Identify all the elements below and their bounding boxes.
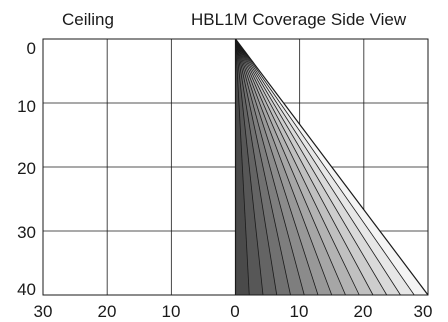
x-axis-ticks: 30 20 10 0 10 20 30 <box>34 302 433 321</box>
coverage-ray <box>235 38 333 296</box>
x-tick-label: 20 <box>98 302 117 321</box>
y-tick-label: 40 <box>17 280 36 299</box>
ceiling-label: Ceiling <box>62 10 114 29</box>
y-tick-label: 20 <box>17 159 36 178</box>
coverage-ray <box>235 38 346 296</box>
coverage-ray <box>235 38 374 296</box>
coverage-ray <box>235 38 250 296</box>
coverage-ray <box>235 38 305 296</box>
coverage-ray <box>235 38 278 296</box>
coverage-ray <box>235 38 388 296</box>
y-tick-label: 10 <box>17 97 36 116</box>
x-tick-label: 0 <box>230 302 239 321</box>
x-tick-label: 30 <box>34 302 53 321</box>
coverage-ray <box>235 38 264 296</box>
x-tick-label: 20 <box>354 302 373 321</box>
coverage-ray <box>235 38 360 296</box>
y-tick-label: 30 <box>17 223 36 242</box>
x-tick-label: 10 <box>162 302 181 321</box>
x-tick-label: 10 <box>290 302 309 321</box>
coverage-boundary-lines <box>234 38 429 296</box>
plot-frame <box>42 38 429 296</box>
coverage-ray <box>235 38 415 296</box>
coverage-ray <box>235 38 429 296</box>
coverage-ray <box>235 38 319 296</box>
x-tick-label: 30 <box>414 302 433 321</box>
y-tick-label: 0 <box>27 39 36 58</box>
coverage-ray <box>235 38 291 296</box>
figure-title: HBL1M Coverage Side View <box>191 10 407 29</box>
coverage-ray <box>235 38 401 296</box>
y-axis-ticks: 0 10 20 30 40 <box>17 39 36 299</box>
